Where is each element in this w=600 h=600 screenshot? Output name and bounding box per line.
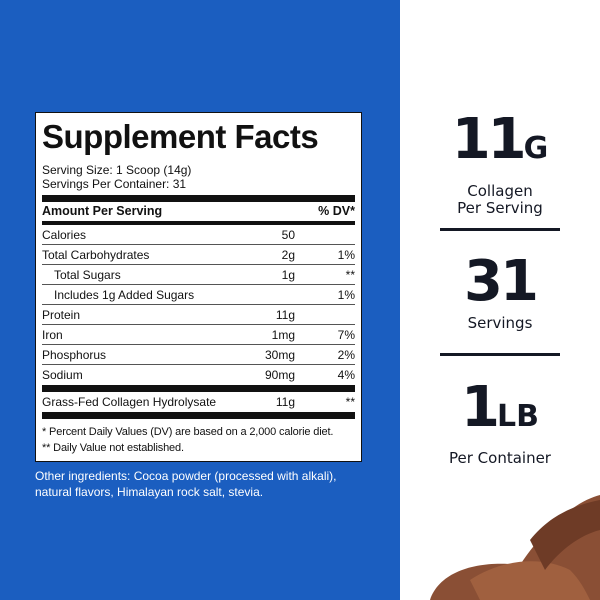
nutrient-name: Grass-Fed Collagen Hydrolysate	[42, 395, 217, 409]
nutrient-dv: 2%	[337, 348, 355, 362]
footnote-not-established: ** Daily Value not established.	[42, 442, 184, 454]
header-amount: Amount Per Serving	[42, 204, 163, 218]
nutrient-amount: 90mg	[264, 368, 295, 382]
stat-servings: 31 Servings	[400, 254, 600, 332]
table-header: Amount Per Serving % DV*	[42, 202, 355, 221]
stat-collagen: 11G Collagen Per Serving	[400, 112, 600, 217]
nutrient-name: Protein	[42, 308, 81, 322]
divider	[42, 195, 355, 202]
divider	[42, 385, 355, 392]
nutrient-amount: 2g	[281, 248, 295, 262]
nutrient-row: Iron 1mg 7%	[42, 325, 355, 345]
supplement-facts-label: Supplement Facts Serving Size: 1 Scoop (…	[35, 112, 362, 462]
servings-per-container: Servings Per Container: 31	[42, 177, 187, 191]
nutrient-name: Phosphorus	[42, 348, 107, 362]
nutrient-row: Phosphorus 30mg 2%	[42, 345, 355, 365]
nutrient-dv: 7%	[337, 328, 355, 342]
nutrient-name: Total Carbohydrates	[42, 248, 150, 262]
nutrient-row: Total Carbohydrates 2g 1%	[42, 245, 355, 265]
stat-value: 1	[461, 375, 500, 440]
divider	[440, 228, 560, 231]
nutrient-dv: 4%	[337, 368, 355, 382]
divider	[42, 412, 355, 419]
nutrient-name: Sodium	[42, 368, 83, 382]
stat-weight: 1LB Per Container	[400, 380, 600, 467]
stat-unit: G	[523, 131, 549, 166]
label-title: Supplement Facts	[42, 118, 319, 155]
nutrient-rows: Calories 50 Total Carbohydrates 2g 1% Total S…	[42, 225, 355, 385]
nutrient-name: Total Sugars	[54, 268, 121, 282]
nutrient-row: Includes 1g Added Sugars 1%	[42, 285, 355, 305]
nutrient-amount: 11g	[275, 395, 295, 409]
nutrient-dv	[295, 305, 355, 324]
nutrient-amount: 11g	[275, 308, 295, 322]
nutrient-row: Protein 11g	[42, 305, 355, 325]
nutrient-dv: 1%	[337, 288, 355, 302]
stat-caption: Per Container	[449, 449, 551, 467]
nutrient-amount: 30mg	[264, 348, 295, 362]
left-column: Supplement Facts Serving Size: 1 Scoop (…	[35, 112, 365, 500]
footnote-dv: * Percent Daily Values (DV) are based on…	[42, 426, 334, 438]
nutrient-row: Sodium 90mg 4%	[42, 365, 355, 385]
nutrient-amount: 50	[281, 228, 295, 242]
other-ingredients: Other ingredients: Cocoa powder (process…	[35, 469, 337, 499]
nutrient-dv	[295, 225, 355, 244]
nutrient-amount: 1mg	[271, 328, 295, 342]
ingredient-row: Grass-Fed Collagen Hydrolysate 11g **	[42, 392, 355, 412]
header-dv: % DV*	[318, 204, 355, 218]
nutrient-row: Calories 50	[42, 225, 355, 245]
stat-unit: LB	[496, 399, 539, 434]
stat-caption: Collagen	[467, 182, 533, 200]
nutrient-amount: 1g	[281, 268, 295, 282]
stat-value: 31	[464, 249, 539, 314]
stat-caption: Per Serving	[457, 199, 543, 217]
nutrient-dv: **	[345, 395, 355, 409]
nutrient-name: Includes 1g Added Sugars	[54, 288, 195, 302]
footnotes: * Percent Daily Values (DV) are based on…	[42, 424, 355, 456]
nutrient-name: Iron	[42, 328, 63, 342]
nutrient-row: Total Sugars 1g **	[42, 265, 355, 285]
nutrient-dv: **	[345, 268, 355, 282]
chocolate-curls-image	[430, 495, 600, 600]
divider	[42, 221, 355, 225]
stat-caption: Servings	[467, 314, 533, 332]
nutrient-amount	[235, 285, 295, 304]
nutrient-dv: 1%	[337, 248, 355, 262]
serving-size: Serving Size: 1 Scoop (14g)	[42, 163, 192, 177]
nutrient-name: Calories	[42, 228, 87, 242]
divider	[440, 353, 560, 356]
stat-value: 11	[451, 107, 527, 172]
